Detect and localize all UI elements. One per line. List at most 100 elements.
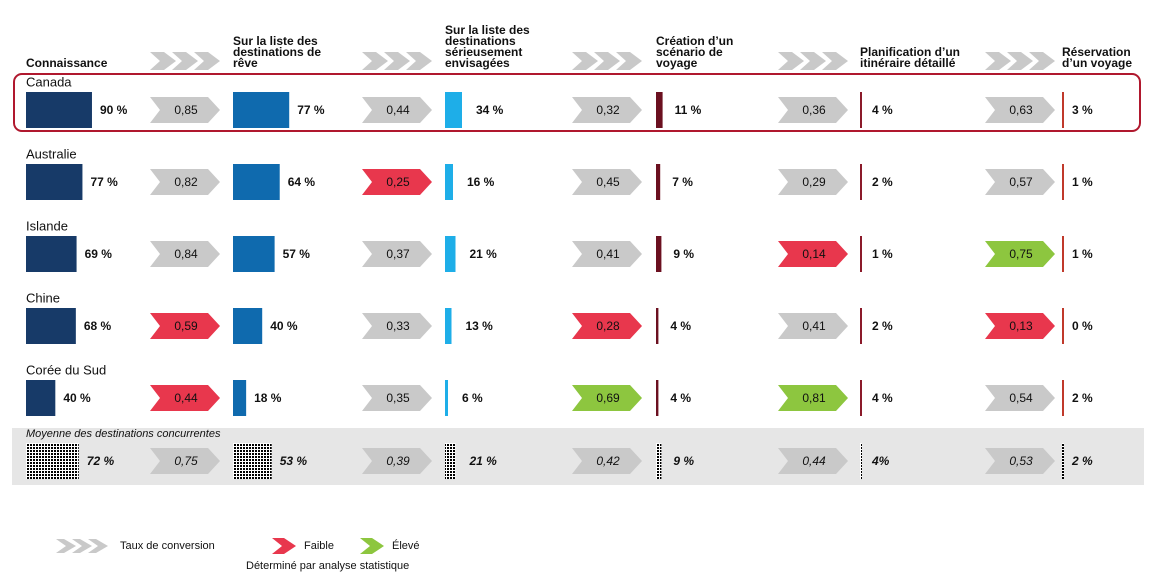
header-chevron bbox=[172, 52, 198, 70]
conversion-arrow bbox=[778, 448, 848, 474]
conversion-label: 0,44 bbox=[174, 391, 198, 405]
legend-chevron bbox=[272, 538, 296, 554]
row-label: Canada bbox=[26, 74, 72, 89]
value-label: 9 % bbox=[673, 454, 694, 468]
stage-header: destinations bbox=[445, 34, 516, 48]
bar bbox=[26, 308, 76, 344]
bar bbox=[656, 380, 659, 416]
stage-header: itinéraire détaillé bbox=[860, 56, 956, 70]
stage-header: Connaissance bbox=[26, 56, 108, 70]
header-chevron bbox=[985, 52, 1011, 70]
bar bbox=[233, 236, 275, 272]
stage-header: Création d’un bbox=[656, 34, 733, 48]
stage-header: d’un voyage bbox=[1062, 56, 1132, 70]
bar bbox=[656, 92, 663, 128]
value-label: 2 % bbox=[872, 319, 893, 333]
stage-header: envisagées bbox=[445, 56, 510, 70]
header-chevron bbox=[1029, 52, 1055, 70]
stage-header: Planification d’un bbox=[860, 45, 960, 59]
bar bbox=[26, 164, 83, 200]
conversion-label: 0,44 bbox=[386, 103, 410, 117]
conversion-arrow bbox=[778, 97, 848, 123]
legend-label: Faible bbox=[304, 540, 334, 552]
bar bbox=[860, 92, 862, 128]
value-label: 90 % bbox=[100, 103, 128, 117]
conversion-label: 0,75 bbox=[174, 454, 198, 468]
conversion-label: 0,36 bbox=[802, 103, 826, 117]
header-chevron bbox=[800, 52, 826, 70]
conversion-label: 0,45 bbox=[596, 175, 620, 189]
bar bbox=[656, 236, 662, 272]
bar bbox=[445, 92, 462, 128]
value-label: 1 % bbox=[1072, 247, 1093, 261]
value-label: 77 % bbox=[297, 103, 325, 117]
conversion-arrow bbox=[572, 448, 642, 474]
conversion-arrow bbox=[362, 241, 432, 267]
value-label: 4 % bbox=[670, 391, 691, 405]
value-label: 9 % bbox=[673, 247, 694, 261]
conversion-label: 0,75 bbox=[1009, 247, 1033, 261]
conversion-label: 0,84 bbox=[174, 247, 198, 261]
header-chevron bbox=[406, 52, 432, 70]
value-label: 3 % bbox=[1072, 103, 1093, 117]
header-chevron bbox=[572, 52, 598, 70]
row-label: Islande bbox=[26, 218, 68, 233]
conversion-label: 0,13 bbox=[1009, 319, 1033, 333]
value-label: 1 % bbox=[872, 247, 893, 261]
bar bbox=[860, 443, 862, 479]
bar bbox=[233, 380, 247, 416]
value-label: 40 % bbox=[63, 391, 91, 405]
bar bbox=[656, 443, 662, 479]
conversion-arrow bbox=[778, 385, 848, 411]
value-label: 57 % bbox=[283, 247, 311, 261]
conversion-arrow bbox=[150, 241, 220, 267]
conversion-label: 0,41 bbox=[802, 319, 826, 333]
value-label: 13 % bbox=[466, 319, 494, 333]
bar bbox=[1062, 443, 1064, 479]
bar bbox=[656, 164, 661, 200]
value-label: 69 % bbox=[85, 247, 113, 261]
legend-chevron bbox=[56, 539, 76, 553]
conversion-arrow bbox=[985, 385, 1055, 411]
value-label: 4 % bbox=[872, 103, 893, 117]
conversion-label: 0,54 bbox=[1009, 391, 1033, 405]
conversion-label: 0,63 bbox=[1009, 103, 1033, 117]
value-label: 21 % bbox=[470, 247, 498, 261]
conversion-arrow bbox=[150, 313, 220, 339]
bar bbox=[445, 308, 452, 344]
conversion-arrow bbox=[362, 385, 432, 411]
header-chevron bbox=[594, 52, 620, 70]
conversion-arrow bbox=[362, 97, 432, 123]
value-label: 40 % bbox=[270, 319, 298, 333]
row-label: Moyenne des destinations concurrentes bbox=[26, 428, 221, 440]
legend-chevron bbox=[360, 538, 384, 554]
stage-header: Réservation bbox=[1062, 45, 1131, 59]
conversion-arrow bbox=[985, 97, 1055, 123]
conversion-arrow bbox=[985, 448, 1055, 474]
value-label: 7 % bbox=[672, 175, 693, 189]
header-chevron bbox=[384, 52, 410, 70]
bar bbox=[1062, 92, 1064, 128]
bar bbox=[26, 92, 92, 128]
bar bbox=[445, 164, 453, 200]
bar bbox=[1062, 164, 1064, 200]
conversion-label: 0,29 bbox=[802, 175, 826, 189]
conversion-label: 0,53 bbox=[1009, 454, 1033, 468]
value-label: 2 % bbox=[872, 175, 893, 189]
header-chevron bbox=[194, 52, 220, 70]
bar bbox=[445, 236, 456, 272]
row-label: Chine bbox=[26, 290, 60, 305]
stage-header: Sur la liste des bbox=[233, 34, 318, 48]
conversion-arrow bbox=[572, 313, 642, 339]
header-chevron bbox=[362, 52, 388, 70]
conversion-label: 0,37 bbox=[386, 247, 410, 261]
conversion-label: 0,25 bbox=[386, 175, 410, 189]
bar bbox=[860, 380, 862, 416]
row-label: Australie bbox=[26, 146, 77, 161]
conversion-arrow bbox=[362, 169, 432, 195]
value-label: 18 % bbox=[254, 391, 282, 405]
stage-header: rêve bbox=[233, 56, 258, 70]
conversion-arrow bbox=[778, 313, 848, 339]
conversion-label: 0,57 bbox=[1009, 175, 1033, 189]
